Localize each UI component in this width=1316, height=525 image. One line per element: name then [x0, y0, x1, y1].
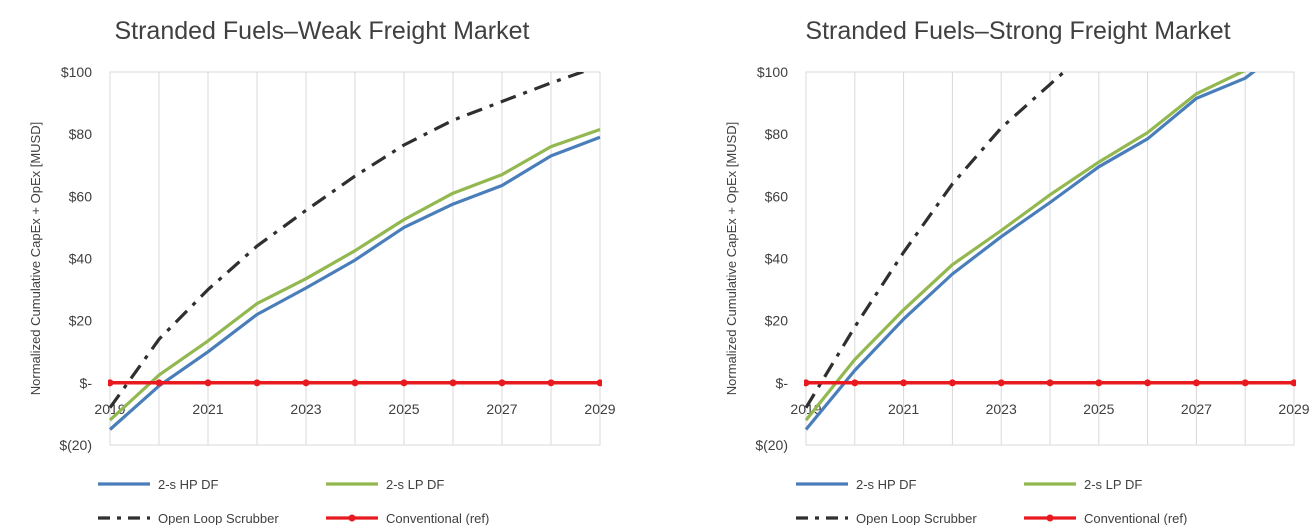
chart-title: Stranded Fuels–Strong Freight Market: [805, 17, 1230, 45]
series-marker-conventional-ref: [498, 379, 506, 387]
legend-label-2-s-lp-df: 2-s LP DF: [386, 477, 444, 492]
series-marker-conventional-ref: [449, 379, 457, 387]
x-tick-label: 2027: [1181, 401, 1212, 417]
legend-label-open-loop-scrubber: Open Loop Scrubber: [158, 511, 279, 525]
series-marker-conventional-ref: [400, 379, 408, 387]
legend-label-2-s-hp-df: 2-s HP DF: [158, 477, 218, 492]
series-marker-conventional-ref: [351, 379, 359, 387]
series-marker-conventional-ref: [804, 379, 810, 387]
legend-label-open-loop-scrubber: Open Loop Scrubber: [856, 511, 977, 525]
series-line-2-s-lp-df: [108, 127, 601, 422]
y-tick-label: $(20): [755, 437, 788, 453]
y-tick-label: $100: [61, 64, 92, 80]
y-tick-label: $60: [69, 188, 93, 204]
y-tick-label: $40: [765, 251, 789, 267]
series-marker-conventional-ref: [108, 379, 114, 387]
series-marker-conventional-ref: [948, 379, 956, 387]
y-tick-label: $(20): [59, 437, 92, 453]
y-tick-label: $20: [765, 313, 789, 329]
x-tick-label: 2025: [388, 401, 419, 417]
x-tick-label: 2021: [192, 401, 223, 417]
series-marker-conventional-ref: [596, 379, 602, 387]
series-line-2-s-hp-df: [108, 135, 601, 431]
chart-panel-strong-market: Stranded Fuels–Strong Freight Market $100…: [658, 0, 1316, 525]
series-marker-conventional-ref: [302, 379, 310, 387]
chart-strong-freight-market: Stranded Fuels–Strong Freight Market $100…: [724, 17, 1310, 525]
chart-panel-weak-market: Stranded Fuels–Weak Freight Market $100 $8…: [28, 17, 616, 525]
x-tick-label: 2029: [584, 401, 615, 417]
x-tick-label: 2029: [1278, 401, 1309, 417]
series-marker-conventional-ref: [155, 379, 163, 387]
x-tick-label: 2021: [888, 401, 919, 417]
x-tick-label: 2019: [790, 401, 821, 417]
series-marker-conventional-ref: [1095, 379, 1103, 387]
series-marker-conventional-ref: [1241, 379, 1249, 387]
y-axis-label: Normalized Cumulative CapEx + OpEx [MUSD…: [724, 122, 739, 395]
series-marker-conventional-ref: [547, 379, 555, 387]
series-marker-conventional-ref: [851, 379, 859, 387]
y-tick-label: $40: [69, 251, 93, 267]
legend-marker-conventional-ref: [1046, 514, 1054, 522]
x-tick-label: 2023: [986, 401, 1017, 417]
series-line-open-loop-scrubber: [108, 72, 588, 409]
series-marker-conventional-ref: [1192, 379, 1200, 387]
series-marker-conventional-ref: [997, 379, 1005, 387]
y-tick-label: $60: [765, 188, 789, 204]
x-tick-label: 2027: [486, 401, 517, 417]
y-tick-label: $-: [776, 375, 789, 391]
legend-label-conventional-ref: Conventional (ref): [1084, 511, 1187, 525]
legend-marker-conventional-ref: [348, 514, 356, 522]
y-tick-label: $-: [80, 375, 93, 391]
series-group: [804, 72, 1296, 431]
x-tick-label: 2023: [290, 401, 321, 417]
series-line-2-s-hp-df: [804, 72, 1256, 431]
series-line-open-loop-scrubber: [804, 72, 1067, 409]
series-marker-conventional-ref: [1046, 379, 1054, 387]
x-tick-label: 2025: [1083, 401, 1114, 417]
legend-label-conventional-ref: Conventional (ref): [386, 511, 489, 525]
series-marker-conventional-ref: [1144, 379, 1152, 387]
y-tick-label: $20: [69, 313, 93, 329]
y-tick-label: $80: [765, 126, 789, 142]
y-tick-label: $80: [69, 126, 93, 142]
legend-label-2-s-lp-df: 2-s LP DF: [1084, 477, 1142, 492]
series-marker-conventional-ref: [1290, 379, 1296, 387]
series-line-2-s-lp-df: [804, 72, 1246, 422]
y-tick-label: $100: [757, 64, 788, 80]
series-group: [108, 72, 602, 431]
series-marker-conventional-ref: [204, 379, 212, 387]
chart-weak-freight-market: Stranded Fuels–Weak Freight Market $100 $8…: [28, 17, 616, 525]
series-marker-conventional-ref: [253, 379, 261, 387]
y-axis-label: Normalized Cumulative CapEx + OpEx [MUSD…: [28, 122, 43, 395]
legend-label-2-s-hp-df: 2-s HP DF: [856, 477, 916, 492]
series-marker-conventional-ref: [900, 379, 908, 387]
chart-title: Stranded Fuels–Weak Freight Market: [114, 17, 529, 45]
